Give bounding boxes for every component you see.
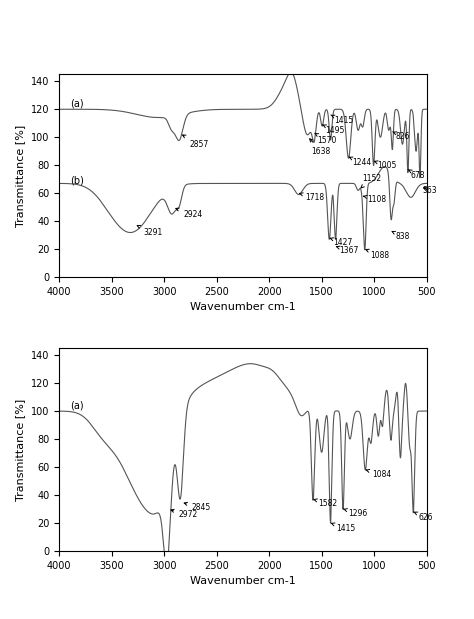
Text: 2972: 2972 — [171, 509, 198, 519]
Text: 1718: 1718 — [299, 193, 324, 202]
X-axis label: Wavenumber cm-1: Wavenumber cm-1 — [190, 302, 296, 313]
Text: 1582: 1582 — [314, 499, 337, 508]
Text: 1495: 1495 — [323, 125, 345, 135]
Text: 563: 563 — [423, 186, 438, 195]
Text: 1005: 1005 — [374, 161, 397, 170]
Text: 1427: 1427 — [330, 238, 353, 247]
Text: 1152: 1152 — [361, 173, 382, 188]
Text: 1084: 1084 — [366, 469, 391, 478]
Text: 1108: 1108 — [364, 194, 386, 204]
Text: 2924: 2924 — [176, 208, 202, 219]
Text: 1296: 1296 — [343, 509, 368, 518]
Text: 1088: 1088 — [366, 249, 389, 259]
Text: 826: 826 — [393, 132, 410, 141]
Text: (a): (a) — [70, 98, 83, 108]
Y-axis label: Transmittance [%]: Transmittance [%] — [16, 124, 26, 227]
Text: (b): (b) — [70, 175, 83, 185]
X-axis label: Wavenumber cm-1: Wavenumber cm-1 — [190, 576, 296, 586]
Text: (a): (a) — [70, 400, 83, 410]
Y-axis label: Transmittance [%]: Transmittance [%] — [16, 399, 26, 501]
Text: 1415: 1415 — [331, 523, 356, 534]
Text: 2857: 2857 — [182, 135, 209, 149]
Text: 1415: 1415 — [331, 115, 353, 125]
Text: 1638: 1638 — [310, 139, 330, 156]
Text: 1570: 1570 — [315, 133, 337, 145]
Text: 838: 838 — [392, 232, 410, 241]
Text: 678: 678 — [408, 170, 425, 180]
Text: 2845: 2845 — [184, 503, 211, 513]
Text: 3291: 3291 — [137, 225, 163, 237]
Text: 1367: 1367 — [337, 246, 359, 255]
Text: 1244: 1244 — [349, 157, 372, 167]
Text: 626: 626 — [414, 512, 433, 522]
